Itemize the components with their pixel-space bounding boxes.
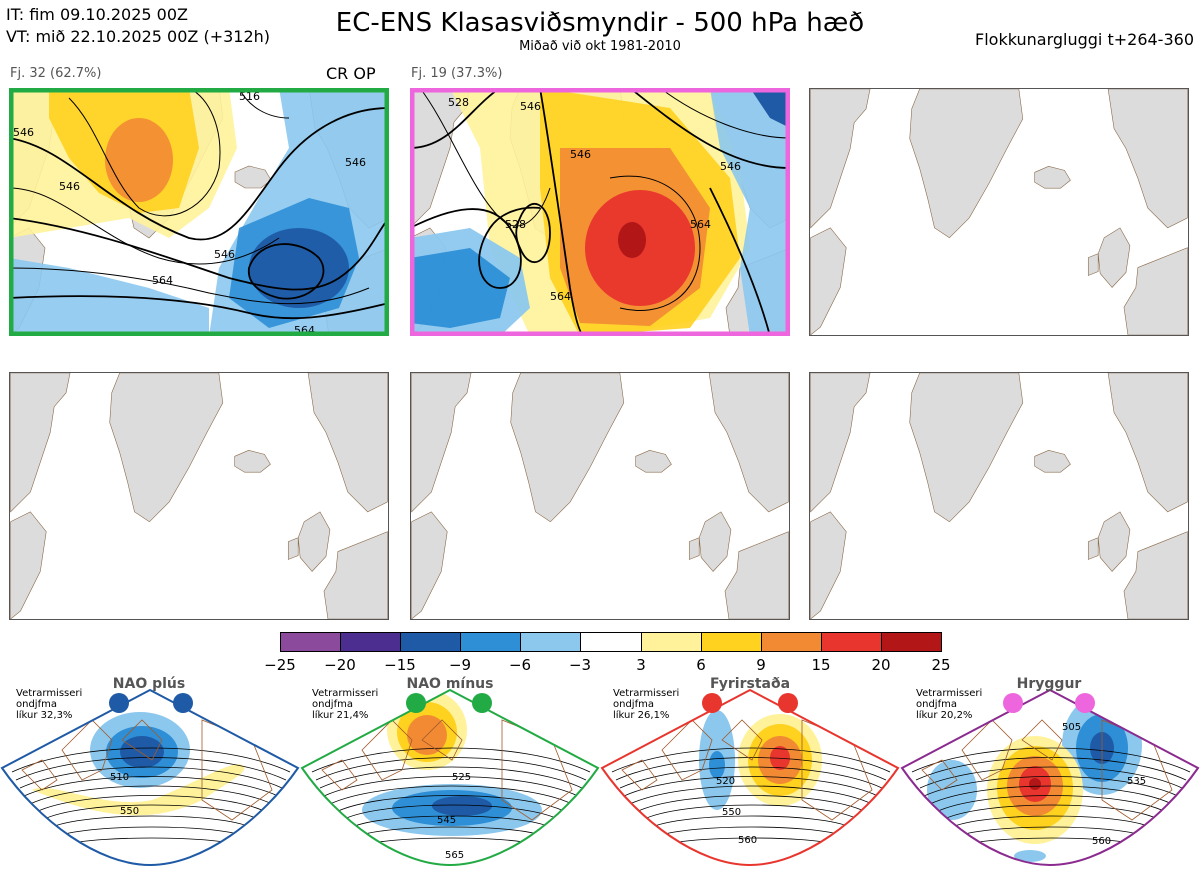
colorbar-tick: −3 — [568, 656, 592, 674]
colorbar-tick: −6 — [508, 656, 532, 674]
contour-label: 564 — [550, 290, 571, 303]
svg-text:510: 510 — [110, 772, 129, 783]
svg-text:565: 565 — [445, 850, 464, 861]
colorbar-tick: −15 — [384, 656, 416, 674]
initial-time: IT: fim 09.10.2025 00Z — [6, 5, 188, 24]
empty-map-3 — [809, 88, 1189, 336]
svg-text:545: 545 — [437, 815, 456, 826]
colorbar-tick: 3 — [636, 656, 646, 674]
colorbar-tick: 20 — [871, 656, 891, 674]
colorbar-tick: −20 — [324, 656, 356, 674]
colorbar-tick: 9 — [756, 656, 766, 674]
contour-label: 546 — [13, 126, 34, 139]
contour-label: 528 — [448, 96, 469, 109]
svg-text:550: 550 — [722, 807, 741, 818]
svg-text:535: 535 — [1127, 776, 1146, 787]
regime-title-nao-minus: NAO mínus — [406, 676, 494, 692]
cluster-2-frame — [410, 88, 790, 336]
empty-map-6 — [809, 372, 1189, 620]
colorbar-segment — [521, 633, 582, 651]
colorbar-segment — [761, 633, 822, 651]
valid-time: VT: mið 22.10.2025 00Z (+312h) — [6, 27, 271, 46]
cluster-1-label: Fj. 32 (62.7%) — [10, 66, 102, 81]
contour-label: 516 — [239, 90, 260, 103]
empty-map-5 — [410, 372, 790, 620]
classification-window: Flokkunargluggi t+264-360 — [975, 30, 1194, 49]
colorbar-segment — [581, 633, 642, 651]
svg-text:520: 520 — [716, 776, 735, 787]
colorbar-segment — [401, 633, 462, 651]
svg-text:505: 505 — [1062, 722, 1081, 733]
contour-label: 564 — [152, 274, 173, 287]
svg-text:560: 560 — [1092, 836, 1111, 847]
colorbar-tick: 25 — [931, 656, 951, 674]
regime-note-nao-minus: Vetrarmisseri ondjfma líkur 21,4% — [312, 688, 379, 721]
colorbar — [280, 632, 942, 652]
page-title: EC-ENS Klasasviðsmyndir - 500 hPa hæð — [335, 8, 865, 38]
regime-maps: 510 550 525 545 565 — [0, 688, 1200, 867]
colorbar-tick: −9 — [448, 656, 472, 674]
cluster-1-map: 546 516 546 546 564 546 564 — [9, 88, 389, 336]
colorbar-segment — [881, 633, 942, 651]
regime-title-blocking: Fyrirstaða — [709, 676, 791, 692]
cluster-1-frame — [9, 88, 389, 336]
regime-note-nao-plus: Vetrarmisseri ondjfma líkur 32,3% — [16, 688, 83, 721]
regime-note-ridge: Vetrarmisseri ondjfma líkur 20,2% — [916, 688, 983, 721]
colorbar-segment — [281, 633, 342, 651]
colorbar-segment — [461, 633, 522, 651]
cluster-2-label: Fj. 19 (37.3%) — [411, 66, 503, 81]
contour-label: 546 — [214, 248, 235, 261]
regime-title-ridge: Hryggur — [1016, 676, 1082, 692]
contour-label: 546 — [570, 148, 591, 161]
colorbar-segment — [641, 633, 702, 651]
colorbar-tick: 15 — [811, 656, 831, 674]
svg-text:525: 525 — [452, 772, 471, 783]
regime-title-nao-plus: NAO plús — [112, 676, 186, 692]
empty-map-4 — [9, 372, 389, 620]
cluster-1-members: CR OP — [326, 64, 376, 83]
header-info: IT: fim 09.10.2025 00Z VT: mið 22.10.202… — [6, 4, 270, 48]
colorbar-segment — [341, 633, 402, 651]
page-subtitle: Miðað við okt 1981-2010 — [519, 39, 681, 54]
svg-text:560: 560 — [738, 835, 757, 846]
colorbar-segment — [701, 633, 762, 651]
contour-label: 546 — [59, 180, 80, 193]
svg-text:550: 550 — [120, 806, 139, 817]
colorbar-segment — [821, 633, 882, 651]
colorbar-tick: 6 — [696, 656, 706, 674]
cluster-2-map: 528 546 528 546 564 564 546 — [410, 88, 790, 336]
contour-label: 546 — [520, 100, 541, 113]
contour-label: 564 — [690, 218, 711, 231]
contour-label: 546 — [720, 160, 741, 173]
regime-note-blocking: Vetrarmisseri ondjfma líkur 26,1% — [613, 688, 680, 721]
contour-label: 546 — [345, 156, 366, 169]
colorbar-tick: −25 — [264, 656, 296, 674]
contour-label: 528 — [505, 218, 526, 231]
